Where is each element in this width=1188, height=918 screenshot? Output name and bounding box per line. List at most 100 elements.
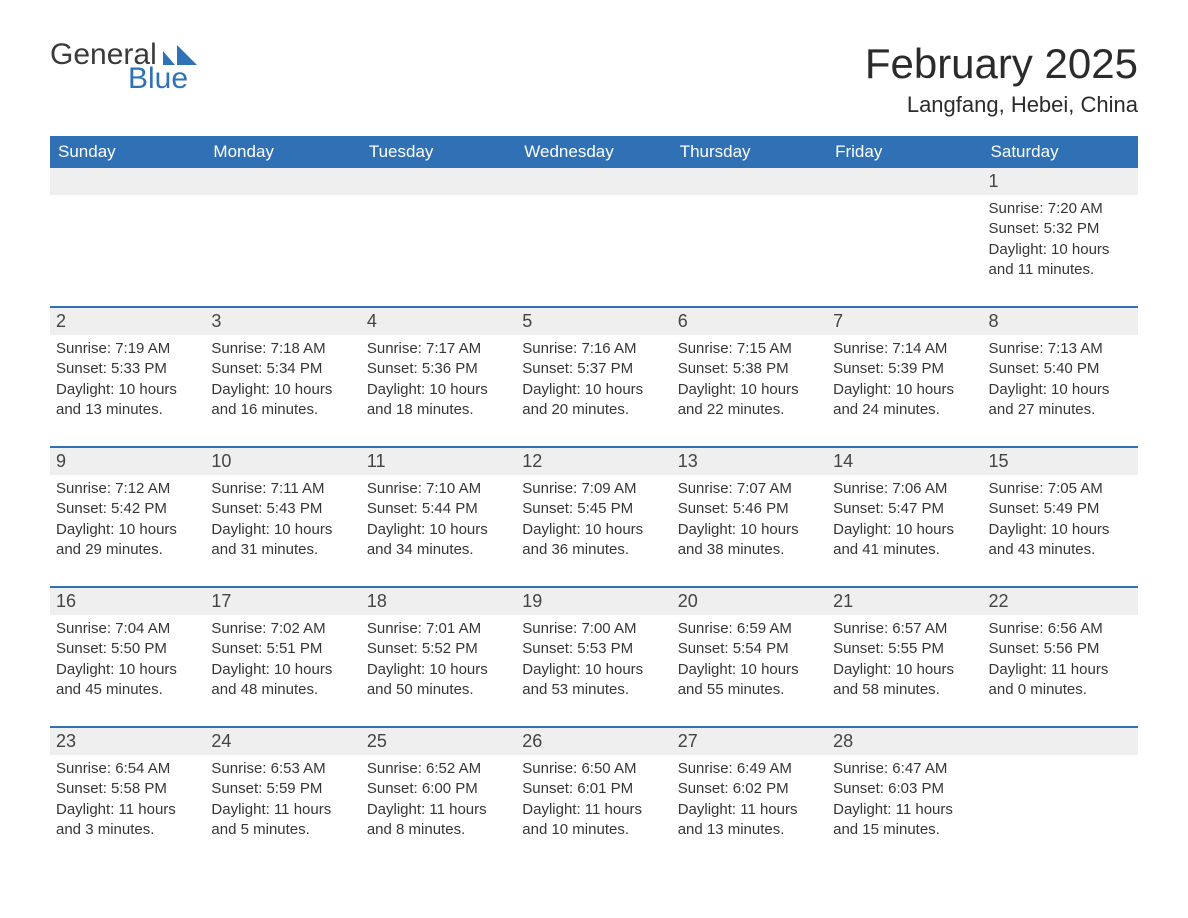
day-of-week-header-row: SundayMondayTuesdayWednesdayThursdayFrid… xyxy=(50,136,1138,168)
date-detail-row: Sunrise: 7:04 AMSunset: 5:50 PMDaylight:… xyxy=(50,615,1138,727)
sunrise-line: Sunrise: 7:05 AM xyxy=(989,479,1132,499)
date-number-cell: 27 xyxy=(672,727,827,755)
date-number-cell: 14 xyxy=(827,447,982,475)
date-number-cell: 28 xyxy=(827,727,982,755)
date-detail-cell xyxy=(50,195,205,307)
sunrise-line: Sunrise: 7:00 AM xyxy=(522,619,665,639)
date-detail-row: Sunrise: 7:19 AMSunset: 5:33 PMDaylight:… xyxy=(50,335,1138,447)
sunset-line: Sunset: 6:01 PM xyxy=(522,779,665,799)
sunset-line: Sunset: 5:38 PM xyxy=(678,359,821,379)
sunset-line: Sunset: 6:00 PM xyxy=(367,779,510,799)
date-number-cell: 24 xyxy=(205,727,360,755)
sunrise-line: Sunrise: 6:56 AM xyxy=(989,619,1132,639)
sunset-line: Sunset: 5:53 PM xyxy=(522,639,665,659)
date-number-cell xyxy=(516,168,671,195)
sunset-line: Sunset: 5:55 PM xyxy=(833,639,976,659)
daylight-line: Daylight: 10 hours and 27 minutes. xyxy=(989,380,1132,421)
sunrise-line: Sunrise: 6:50 AM xyxy=(522,759,665,779)
daylight-line: Daylight: 10 hours and 41 minutes. xyxy=(833,520,976,561)
calendar-table: SundayMondayTuesdayWednesdayThursdayFrid… xyxy=(50,136,1138,866)
date-detail-cell: Sunrise: 6:50 AMSunset: 6:01 PMDaylight:… xyxy=(516,755,671,866)
daylight-line: Daylight: 10 hours and 18 minutes. xyxy=(367,380,510,421)
daylight-line: Daylight: 10 hours and 50 minutes. xyxy=(367,660,510,701)
date-detail-cell: Sunrise: 7:11 AMSunset: 5:43 PMDaylight:… xyxy=(205,475,360,587)
date-detail-cell: Sunrise: 7:00 AMSunset: 5:53 PMDaylight:… xyxy=(516,615,671,727)
date-detail-cell: Sunrise: 7:18 AMSunset: 5:34 PMDaylight:… xyxy=(205,335,360,447)
date-detail-cell: Sunrise: 6:47 AMSunset: 6:03 PMDaylight:… xyxy=(827,755,982,866)
daylight-line: Daylight: 11 hours and 13 minutes. xyxy=(678,800,821,841)
sunrise-line: Sunrise: 6:47 AM xyxy=(833,759,976,779)
sunset-line: Sunset: 5:47 PM xyxy=(833,499,976,519)
date-detail-cell: Sunrise: 6:57 AMSunset: 5:55 PMDaylight:… xyxy=(827,615,982,727)
date-detail-cell: Sunrise: 7:16 AMSunset: 5:37 PMDaylight:… xyxy=(516,335,671,447)
day-of-week-header: Sunday xyxy=(50,136,205,168)
date-number-cell: 12 xyxy=(516,447,671,475)
sunrise-line: Sunrise: 6:49 AM xyxy=(678,759,821,779)
sunset-line: Sunset: 5:58 PM xyxy=(56,779,199,799)
date-detail-cell xyxy=(361,195,516,307)
date-detail-cell: Sunrise: 6:52 AMSunset: 6:00 PMDaylight:… xyxy=(361,755,516,866)
sunrise-line: Sunrise: 7:16 AM xyxy=(522,339,665,359)
date-detail-cell xyxy=(672,195,827,307)
date-number-cell: 20 xyxy=(672,587,827,615)
sunrise-line: Sunrise: 7:17 AM xyxy=(367,339,510,359)
date-number-cell: 8 xyxy=(983,307,1138,335)
sunset-line: Sunset: 5:37 PM xyxy=(522,359,665,379)
daylight-line: Daylight: 11 hours and 0 minutes. xyxy=(989,660,1132,701)
daylight-line: Daylight: 10 hours and 43 minutes. xyxy=(989,520,1132,561)
sunset-line: Sunset: 5:59 PM xyxy=(211,779,354,799)
date-number-cell: 3 xyxy=(205,307,360,335)
sunrise-line: Sunrise: 7:07 AM xyxy=(678,479,821,499)
header: General Blue February 2025 Langfang, Heb… xyxy=(50,40,1138,118)
daylight-line: Daylight: 10 hours and 13 minutes. xyxy=(56,380,199,421)
sunset-line: Sunset: 5:49 PM xyxy=(989,499,1132,519)
date-detail-cell: Sunrise: 6:49 AMSunset: 6:02 PMDaylight:… xyxy=(672,755,827,866)
date-number-cell xyxy=(983,727,1138,755)
day-of-week-header: Wednesday xyxy=(516,136,671,168)
sunset-line: Sunset: 6:02 PM xyxy=(678,779,821,799)
date-number-cell xyxy=(827,168,982,195)
sunrise-line: Sunrise: 7:13 AM xyxy=(989,339,1132,359)
location: Langfang, Hebei, China xyxy=(865,92,1138,118)
sunrise-line: Sunrise: 7:10 AM xyxy=(367,479,510,499)
daylight-line: Daylight: 10 hours and 48 minutes. xyxy=(211,660,354,701)
date-number-cell xyxy=(672,168,827,195)
sunrise-line: Sunrise: 6:54 AM xyxy=(56,759,199,779)
day-of-week-header: Thursday xyxy=(672,136,827,168)
date-detail-cell: Sunrise: 7:10 AMSunset: 5:44 PMDaylight:… xyxy=(361,475,516,587)
daylight-line: Daylight: 11 hours and 15 minutes. xyxy=(833,800,976,841)
date-detail-cell: Sunrise: 7:02 AMSunset: 5:51 PMDaylight:… xyxy=(205,615,360,727)
date-number-cell: 22 xyxy=(983,587,1138,615)
day-of-week-header: Saturday xyxy=(983,136,1138,168)
day-of-week-header: Monday xyxy=(205,136,360,168)
date-number-row: 9101112131415 xyxy=(50,447,1138,475)
sunset-line: Sunset: 5:51 PM xyxy=(211,639,354,659)
date-detail-row: Sunrise: 6:54 AMSunset: 5:58 PM Daylight:… xyxy=(50,755,1138,866)
sunrise-line: Sunrise: 7:20 AM xyxy=(989,199,1132,219)
date-number-cell: 19 xyxy=(516,587,671,615)
sunset-line: Sunset: 5:45 PM xyxy=(522,499,665,519)
month-title: February 2025 xyxy=(865,40,1138,88)
sunset-line: Sunset: 5:56 PM xyxy=(989,639,1132,659)
sunrise-line: Sunrise: 6:52 AM xyxy=(367,759,510,779)
date-detail-cell: Sunrise: 7:01 AMSunset: 5:52 PMDaylight:… xyxy=(361,615,516,727)
calendar-body: 1Sunrise: 7:20 AMSunset: 5:32 PMDaylight… xyxy=(50,168,1138,866)
sunrise-line: Sunrise: 7:01 AM xyxy=(367,619,510,639)
date-detail-cell: Sunrise: 7:07 AMSunset: 5:46 PMDaylight:… xyxy=(672,475,827,587)
daylight-line: Daylight: 10 hours and 29 minutes. xyxy=(56,520,199,561)
date-detail-cell: Sunrise: 7:19 AMSunset: 5:33 PMDaylight:… xyxy=(50,335,205,447)
date-detail-cell: Sunrise: 6:53 AMSunset: 5:59 PMDaylight:… xyxy=(205,755,360,866)
sunset-line: Sunset: 5:50 PM xyxy=(56,639,199,659)
daylight-line: Daylight: 10 hours and 11 minutes. xyxy=(989,240,1132,281)
sunset-line: Sunset: 5:33 PM xyxy=(56,359,199,379)
date-detail-cell: Sunrise: 7:15 AMSunset: 5:38 PMDaylight:… xyxy=(672,335,827,447)
title-block: February 2025 Langfang, Hebei, China xyxy=(865,40,1138,118)
sunrise-line: Sunrise: 7:12 AM xyxy=(56,479,199,499)
sunset-line: Sunset: 5:36 PM xyxy=(367,359,510,379)
date-number-cell xyxy=(50,168,205,195)
date-number-cell: 1 xyxy=(983,168,1138,195)
sunset-line: Sunset: 5:32 PM xyxy=(989,219,1132,239)
daylight-line: Daylight: 11 hours and 5 minutes. xyxy=(211,800,354,841)
date-detail-cell xyxy=(516,195,671,307)
daylight-line: Daylight: 11 hours and 8 minutes. xyxy=(367,800,510,841)
